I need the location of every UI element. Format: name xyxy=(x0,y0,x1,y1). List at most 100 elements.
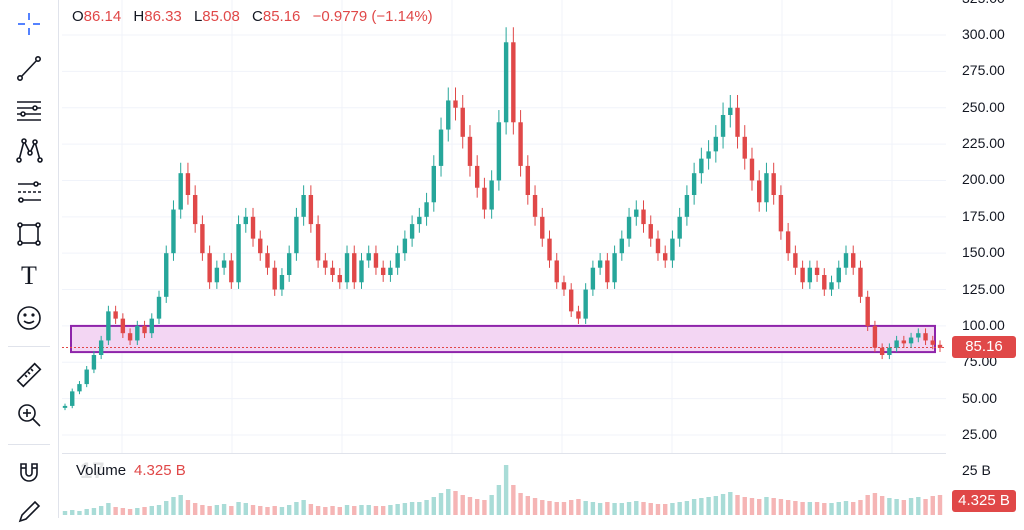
volume-bar xyxy=(771,498,776,515)
candle-body xyxy=(691,173,697,195)
candle-body xyxy=(113,311,118,319)
volume-bar xyxy=(706,497,711,515)
volume-bar xyxy=(308,504,314,515)
candle-body xyxy=(518,122,523,166)
price-axis-tick: 100.00 xyxy=(962,316,1005,333)
trend-line-icon[interactable] xyxy=(11,50,47,86)
candle-body xyxy=(525,165,531,195)
change-value: −0.9779 (−1.14%) xyxy=(312,8,433,25)
candle-body xyxy=(851,253,856,268)
volume-bar xyxy=(670,503,675,515)
price-axis-tick: 200.00 xyxy=(962,171,1005,188)
candle-body xyxy=(865,296,870,326)
volume-bar xyxy=(453,491,458,515)
volume-bar xyxy=(91,508,97,515)
volume-value-tag: 4.325 B xyxy=(952,490,1016,512)
candle-body xyxy=(294,216,299,254)
volume-bar xyxy=(250,505,256,515)
volume-bar xyxy=(597,503,603,515)
candle-body xyxy=(511,42,516,123)
volume-bar xyxy=(879,496,885,515)
volume-bar xyxy=(590,502,596,515)
candle-body xyxy=(807,267,813,283)
candle-body xyxy=(243,216,248,225)
candle-body xyxy=(482,187,487,210)
candle-body xyxy=(373,253,379,268)
volume-bar xyxy=(489,495,494,515)
candle-body xyxy=(98,340,104,355)
low-label: L xyxy=(193,8,203,25)
volume-legend[interactable]: Volume 4.325 B xyxy=(76,462,186,479)
chart-pane[interactable]: 17 xyxy=(62,0,946,518)
volume-bar xyxy=(106,503,111,515)
pane-separator[interactable] xyxy=(62,453,946,454)
volume-bar xyxy=(858,500,863,515)
candle-body xyxy=(901,340,907,344)
volume-bar xyxy=(272,506,277,515)
volume-bar xyxy=(164,501,169,515)
volume-bar xyxy=(634,501,639,515)
magnet-icon[interactable] xyxy=(11,454,47,490)
text-icon[interactable]: T xyxy=(11,258,47,294)
volume-bar xyxy=(496,485,502,515)
ruler-icon[interactable] xyxy=(11,357,47,393)
candle-body xyxy=(677,216,682,239)
volume-bar xyxy=(229,506,234,515)
volume-bar xyxy=(749,498,755,515)
candle-body xyxy=(460,107,465,137)
candles xyxy=(62,27,943,411)
volume-bar xyxy=(214,505,220,515)
rectangle-icon[interactable] xyxy=(11,216,47,252)
candle-body xyxy=(142,325,147,334)
pattern-icon[interactable] xyxy=(11,132,47,168)
crosshair-icon[interactable] xyxy=(11,6,47,42)
volume-bar xyxy=(937,495,943,515)
candle-body xyxy=(164,253,169,297)
volume-bar xyxy=(764,497,769,515)
volume-bar xyxy=(785,500,791,515)
price-chart[interactable] xyxy=(62,0,946,518)
candle-body xyxy=(735,107,740,137)
volume-bar xyxy=(221,504,227,515)
volume-bar xyxy=(699,498,704,515)
horizontal-lines-icon[interactable] xyxy=(11,92,47,128)
volume-bar xyxy=(923,499,928,515)
volume-bar xyxy=(735,495,740,515)
emoji-icon[interactable] xyxy=(11,300,47,336)
volume-bar xyxy=(337,507,342,515)
candle-body xyxy=(453,100,458,108)
volume-bar xyxy=(474,499,480,515)
volume-bar xyxy=(540,500,545,515)
candle-body xyxy=(91,355,97,370)
zoom-in-icon[interactable] xyxy=(11,397,47,433)
volume-bar xyxy=(807,502,813,515)
candle-body xyxy=(720,115,726,137)
candle-body xyxy=(590,267,596,290)
volume-bar xyxy=(525,496,531,515)
volume-bar xyxy=(135,508,140,515)
volume-bar xyxy=(482,500,487,515)
volume-bar xyxy=(388,505,393,515)
volume-value: 4.325 B xyxy=(134,462,186,479)
volume-bar xyxy=(258,506,263,515)
price-axis[interactable]: 325.00 300.00 275.00 250.00 225.00 200.00 175.… xyxy=(946,0,1024,518)
candle-body xyxy=(532,195,538,217)
volume-bar xyxy=(142,507,147,515)
candle-body xyxy=(352,253,357,283)
price-axis-tick: 50.00 xyxy=(962,389,998,406)
candle-body xyxy=(171,209,176,254)
candle-body xyxy=(728,107,733,115)
volume-bar xyxy=(178,495,183,515)
pencil-icon[interactable] xyxy=(11,494,47,530)
support-zone-rectangle[interactable] xyxy=(70,324,936,354)
candle-body xyxy=(178,173,183,210)
fib-retracement-icon[interactable] xyxy=(11,174,47,210)
volume-bar xyxy=(843,501,849,515)
candle-body xyxy=(315,224,321,261)
volume-label: Volume xyxy=(76,462,127,479)
candle-body xyxy=(923,333,928,341)
candle-body xyxy=(156,296,162,319)
volume-bar xyxy=(908,498,914,515)
candle-body xyxy=(474,165,480,188)
candle-body xyxy=(301,195,306,217)
